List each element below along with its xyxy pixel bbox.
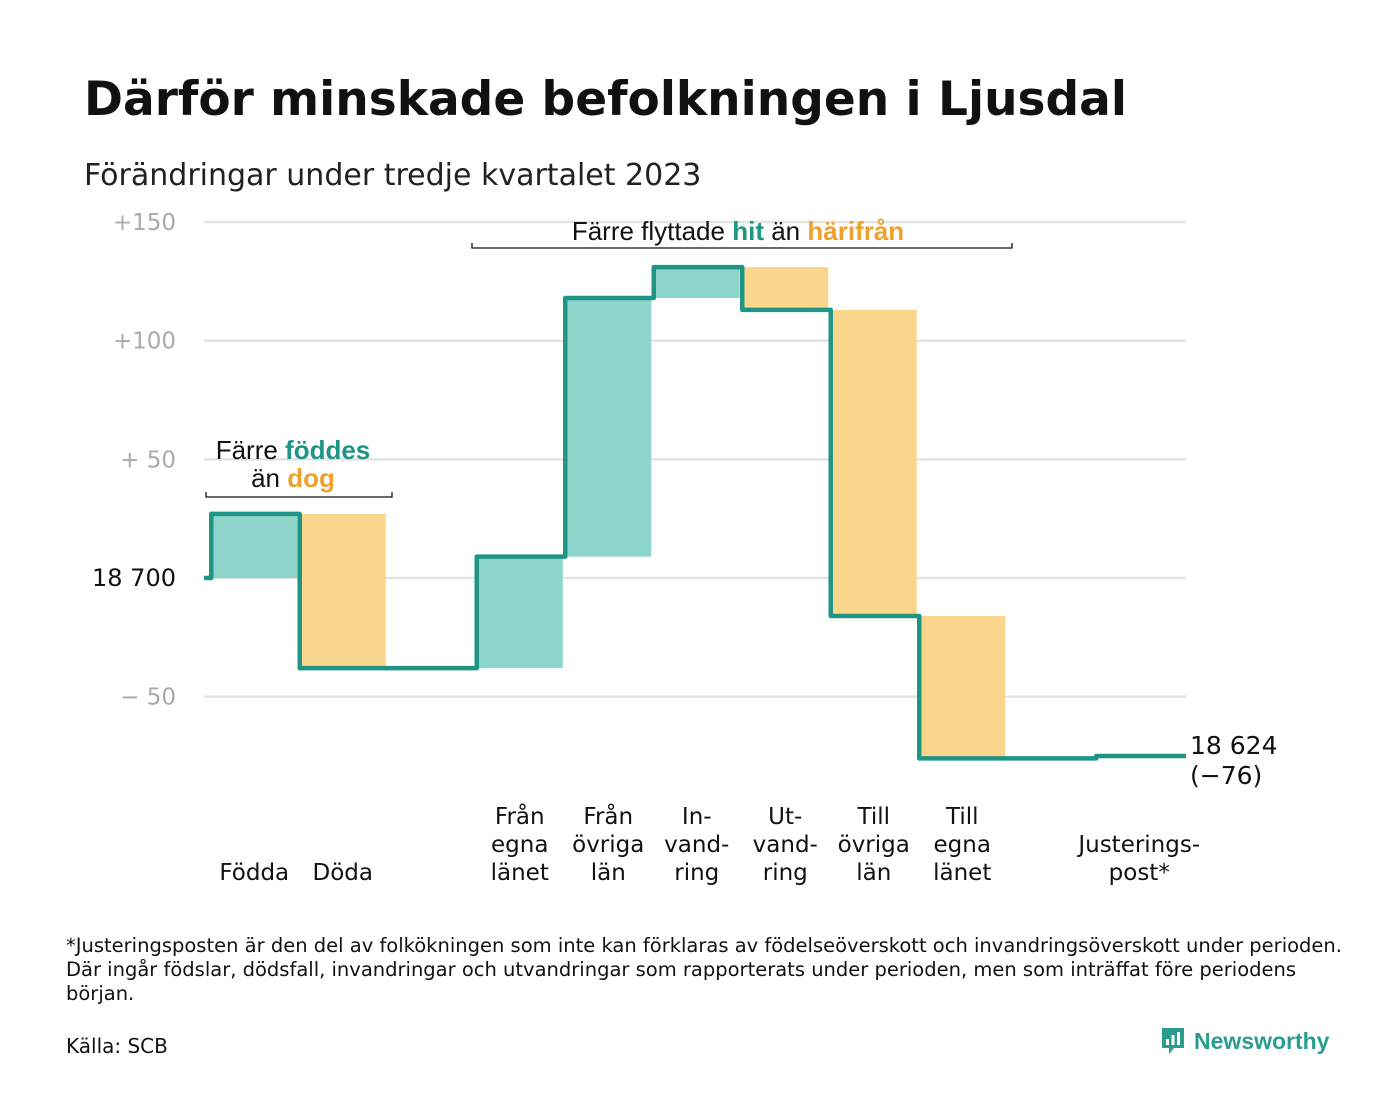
category-label: Justerings- xyxy=(1076,832,1200,858)
category-label: länet xyxy=(933,860,991,886)
migration-bracket xyxy=(471,243,1013,249)
outflow-bar xyxy=(742,267,829,310)
outflow-bar xyxy=(830,309,917,616)
category-label: Till xyxy=(945,804,979,830)
y-tick-label: + 50 xyxy=(120,447,176,473)
migration-annotation: Färre flyttade hit än härifrån xyxy=(572,216,904,246)
category-label: Födda xyxy=(219,860,289,886)
category-label: ring xyxy=(674,860,719,886)
category-label: vand- xyxy=(753,832,818,858)
source-label: Källa: SCB xyxy=(66,1034,168,1058)
y-tick-label: − 50 xyxy=(120,685,176,711)
footnote: *Justeringsposten är den del av folkökni… xyxy=(66,934,1342,1005)
category-label: övriga xyxy=(838,832,910,858)
births-annotation-line2: än dog xyxy=(251,463,335,493)
newsworthy-logo-icon xyxy=(1162,1028,1184,1054)
category-label: Ut- xyxy=(768,804,802,830)
outflow-bar xyxy=(919,615,1006,759)
category-label: egna xyxy=(934,832,991,858)
baseline-label: 18 700 xyxy=(92,564,176,592)
category-label: Från xyxy=(495,802,545,830)
category-label: vand- xyxy=(664,832,729,858)
end-value-label: 18 624 xyxy=(1190,731,1277,760)
inflow-bar xyxy=(653,267,740,298)
category-label: In- xyxy=(682,804,712,830)
inflow-bar xyxy=(476,556,563,669)
end-value-label: (−76) xyxy=(1190,761,1262,790)
y-tick-label: +100 xyxy=(113,329,176,355)
category-label: egna xyxy=(491,832,548,858)
chart-subtitle: Förändringar under tredje kvartalet 2023 xyxy=(84,158,702,193)
category-label: län xyxy=(591,860,626,886)
births-annotation-line1: Färre föddes xyxy=(216,435,371,465)
newsworthy-logo-text: Newsworthy xyxy=(1194,1027,1330,1054)
category-label: Döda xyxy=(313,860,373,886)
births-bracket xyxy=(205,492,393,498)
category-label: post* xyxy=(1109,860,1170,886)
outflow-bar xyxy=(299,513,386,669)
newsworthy-logo: Newsworthy xyxy=(1160,1026,1329,1056)
y-tick-label: +150 xyxy=(113,210,176,236)
category-label: övriga xyxy=(572,832,644,858)
category-label: Från xyxy=(583,802,633,830)
inflow-bar xyxy=(565,297,652,557)
inflow-bar xyxy=(211,513,298,578)
cumulative-step-line xyxy=(204,264,1186,761)
category-label: län xyxy=(856,860,891,886)
category-label: länet xyxy=(491,860,549,886)
chart-title: Därför minskade befolkningen i Ljusdal xyxy=(84,72,1127,127)
category-label: Till xyxy=(856,804,890,830)
category-label: ring xyxy=(763,860,808,886)
